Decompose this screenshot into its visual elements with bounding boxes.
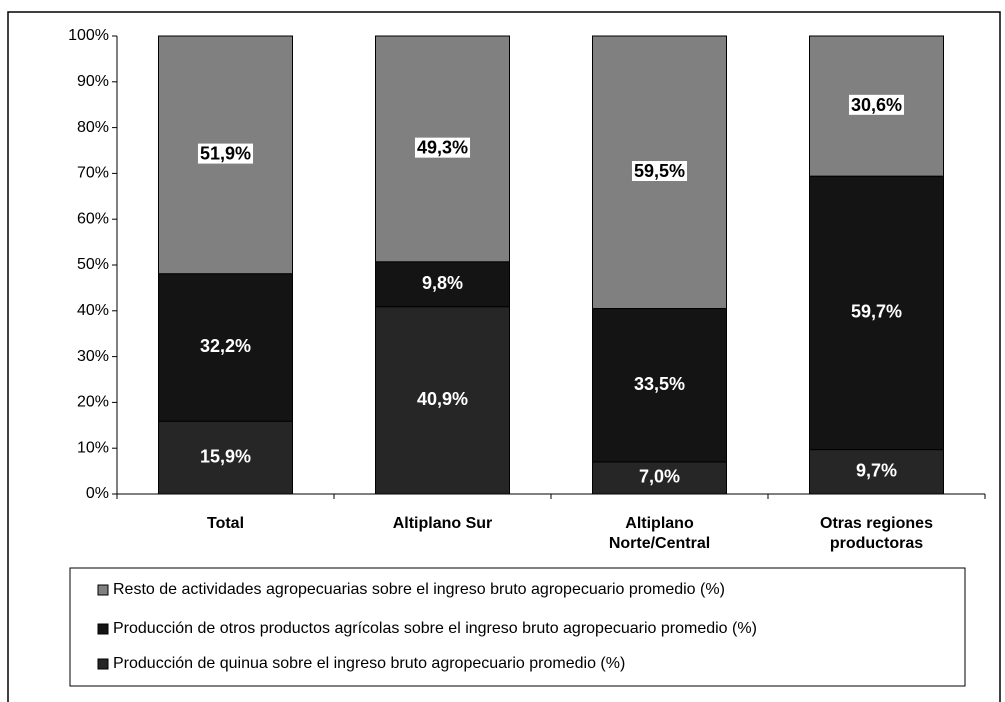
value-label: 30,6% (851, 95, 902, 115)
value-label-bg (848, 94, 905, 115)
x-tick-label: Total (206, 515, 245, 532)
y-tick-label: 60% (77, 210, 109, 227)
value-label-group: 9,7% (856, 461, 897, 481)
value-label-group: 59,5% (631, 161, 688, 182)
value-label: 7,0% (639, 467, 680, 487)
bar-segment (592, 461, 727, 495)
value-label: 40,9% (417, 389, 468, 409)
y-tick-label: 80% (77, 119, 109, 136)
value-label-group: 40,9% (417, 389, 468, 409)
legend-swatch (97, 623, 109, 635)
chart-frame (7, 11, 1001, 702)
y-tick-label: 30% (77, 348, 109, 365)
legend-label: Producción de quinua sobre el ingreso br… (113, 655, 625, 672)
value-label: 59,7% (851, 302, 902, 322)
legend-label: Producción de otros productos agrícolas … (113, 620, 757, 637)
y-tick-label: 90% (77, 73, 109, 90)
y-tick-label: 50% (77, 256, 109, 273)
value-label: 51,9% (200, 144, 251, 164)
y-tick-label: 70% (77, 165, 109, 182)
bar-segment (158, 273, 293, 422)
value-label: 33,5% (634, 374, 685, 394)
y-tick-label: 20% (77, 394, 109, 411)
value-label: 32,2% (200, 336, 251, 356)
y-tick-label: 100% (68, 27, 109, 44)
x-tick-label: Altiplano Norte/Central (608, 515, 711, 552)
value-label-group: 15,9% (200, 446, 251, 466)
value-label-bg (414, 137, 471, 158)
legend-swatch (97, 584, 109, 596)
value-label-group: 59,7% (851, 302, 902, 322)
y-tick-label: 10% (77, 439, 109, 456)
value-label-bg (631, 161, 688, 182)
bar-segment (592, 308, 727, 463)
value-label: 49,3% (417, 138, 468, 158)
legend-label: Resto de actividades agropecuarias sobre… (113, 581, 725, 598)
legend-swatch (97, 658, 109, 670)
bar-segment (375, 261, 510, 308)
value-label-group: 30,6% (848, 94, 905, 115)
value-label-group: 32,2% (200, 336, 251, 356)
legend-box (69, 567, 966, 687)
value-label-group: 33,5% (634, 374, 685, 394)
x-tick-label: Otras regiones productoras (820, 515, 933, 552)
bar-segment (809, 449, 944, 495)
bar-segment (809, 175, 944, 451)
bar-segment (375, 306, 510, 495)
value-label-group: 9,8% (422, 273, 463, 293)
value-label: 9,8% (422, 273, 463, 293)
value-label-group: 49,3% (414, 137, 471, 158)
value-label: 9,7% (856, 461, 897, 481)
y-tick-label: 0% (86, 485, 109, 502)
value-label: 15,9% (200, 446, 251, 466)
value-label-group: 7,0% (639, 467, 680, 487)
value-label: 59,5% (634, 161, 685, 181)
value-label-group: 51,9% (197, 143, 254, 164)
x-tick-label: Altiplano Sur (392, 515, 493, 532)
y-tick-label: 40% (77, 302, 109, 319)
value-label-bg (197, 143, 254, 164)
